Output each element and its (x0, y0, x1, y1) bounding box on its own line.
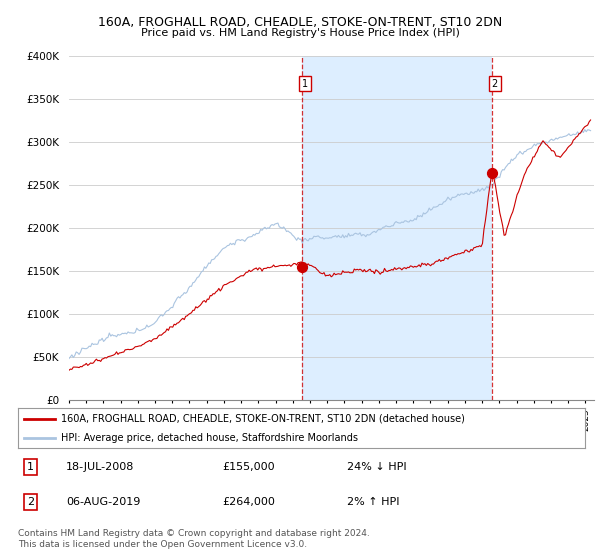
Text: 1: 1 (27, 462, 34, 472)
Text: 160A, FROGHALL ROAD, CHEADLE, STOKE-ON-TRENT, ST10 2DN (detached house): 160A, FROGHALL ROAD, CHEADLE, STOKE-ON-T… (61, 414, 464, 423)
Text: 24% ↓ HPI: 24% ↓ HPI (347, 462, 406, 472)
Text: 160A, FROGHALL ROAD, CHEADLE, STOKE-ON-TRENT, ST10 2DN: 160A, FROGHALL ROAD, CHEADLE, STOKE-ON-T… (98, 16, 502, 29)
Text: 2: 2 (491, 78, 498, 88)
Text: Price paid vs. HM Land Registry's House Price Index (HPI): Price paid vs. HM Land Registry's House … (140, 28, 460, 38)
Text: HPI: Average price, detached house, Staffordshire Moorlands: HPI: Average price, detached house, Staf… (61, 433, 358, 443)
Text: £155,000: £155,000 (222, 462, 275, 472)
Text: 2% ↑ HPI: 2% ↑ HPI (347, 497, 400, 507)
Point (487, 169, 497, 178)
Text: Contains HM Land Registry data © Crown copyright and database right 2024.
This d: Contains HM Land Registry data © Crown c… (18, 529, 370, 549)
Text: 18-JUL-2008: 18-JUL-2008 (66, 462, 134, 472)
Bar (302, 56, 492, 400)
Text: 06-AUG-2019: 06-AUG-2019 (66, 497, 140, 507)
Point (297, 263, 307, 272)
Text: 1: 1 (302, 78, 308, 88)
Text: £264,000: £264,000 (222, 497, 275, 507)
Text: 2: 2 (27, 497, 34, 507)
